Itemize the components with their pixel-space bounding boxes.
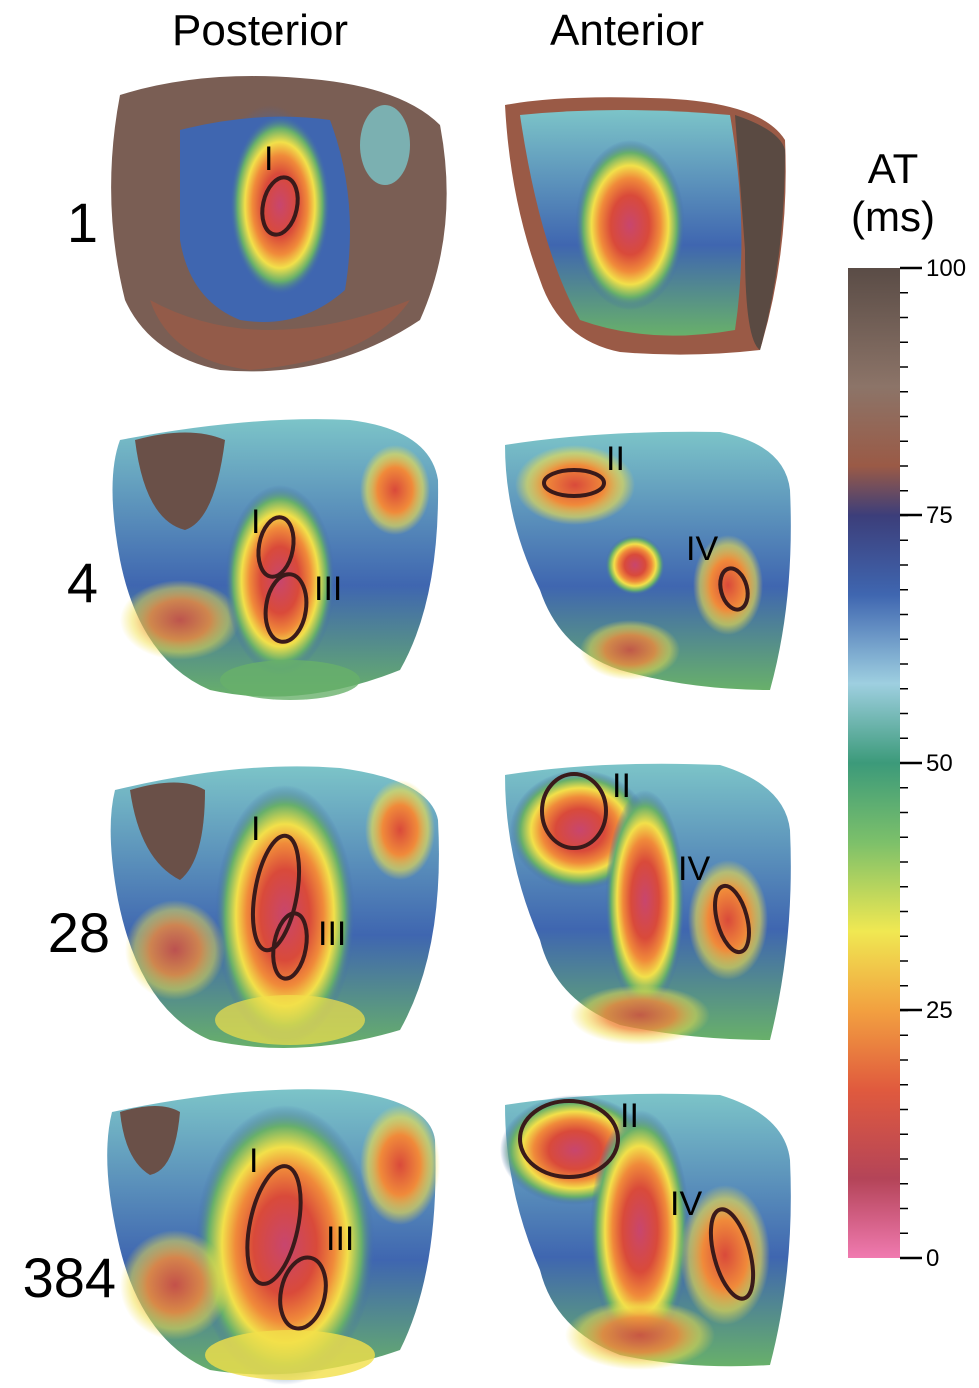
colorbar: 100 75 50 25 0 [848, 255, 966, 1272]
region-I-t1-outline [260, 175, 300, 237]
heart-posterior-t28 [110, 766, 439, 1048]
heart-anterior-t384 [500, 1093, 791, 1370]
colorbar-tick-label-50: 50 [926, 750, 953, 777]
region-label-III-t4: III [314, 570, 342, 608]
region-IV-t28-outline [713, 883, 751, 955]
region-I-t4-outline [256, 515, 296, 579]
heart-posterior-t384 [107, 1089, 440, 1385]
region-label-II-t4: II [606, 440, 625, 478]
heart-anterior-t4 [505, 431, 791, 690]
colorbar-tick-label-25: 25 [926, 997, 953, 1024]
region-label-II-t384: II [620, 1097, 639, 1135]
region-outlines [245, 175, 756, 1331]
row-label-384: 384 [22, 1246, 116, 1309]
heart-anterior-t28 [505, 763, 791, 1045]
heart-posterior-t4 [112, 419, 439, 700]
region-label-II-t28: II [612, 767, 631, 805]
region-label-I-t4: I [251, 503, 260, 541]
colorbar-gradient [848, 268, 900, 1258]
region-III-t384-outline [278, 1255, 328, 1331]
column-title-anterior: Anterior [550, 6, 705, 55]
region-label-I-t28: I [251, 810, 260, 848]
region-label-IV-t4: IV [686, 530, 718, 568]
row-label-4: 4 [66, 551, 98, 614]
row-label-1: 1 [66, 191, 98, 254]
colorbar-tick-label-100: 100 [926, 255, 966, 282]
heart-posterior-t1 [111, 76, 447, 372]
region-label-IV-t28: IV [678, 850, 710, 888]
region-III-t28-outline [271, 911, 309, 981]
colorbar-major-ticks [900, 266, 922, 1260]
colorbar-title-line1: AT [867, 145, 919, 192]
column-title-posterior: Posterior [172, 6, 349, 55]
heart-anterior-t1 [505, 97, 786, 355]
region-I-t28-outline [250, 833, 302, 953]
colorbar-title: AT (ms) [838, 145, 948, 241]
region-I-t384-outline [245, 1164, 303, 1286]
region-II-t384-outline [518, 1099, 620, 1179]
region-label-III-t384: III [326, 1220, 354, 1258]
colorbar-tick-label-0: 0 [926, 1245, 939, 1272]
region-IV-t4-outline [718, 566, 750, 612]
colorbar-tick-label-75: 75 [926, 502, 953, 529]
region-label-IV-t384: IV [670, 1185, 702, 1223]
colorbar-title-line2: (ms) [851, 193, 935, 240]
row-label-28: 28 [47, 901, 110, 964]
region-label-III-t28: III [318, 915, 346, 953]
region-II-t28-outline [540, 772, 608, 850]
region-III-t4-outline [263, 572, 309, 644]
region-label-I-t384: I [249, 1142, 258, 1180]
region-IV-t384-outline [708, 1207, 756, 1301]
region-II-t4-outline [542, 468, 606, 498]
region-label-I-t1: I [264, 140, 273, 178]
